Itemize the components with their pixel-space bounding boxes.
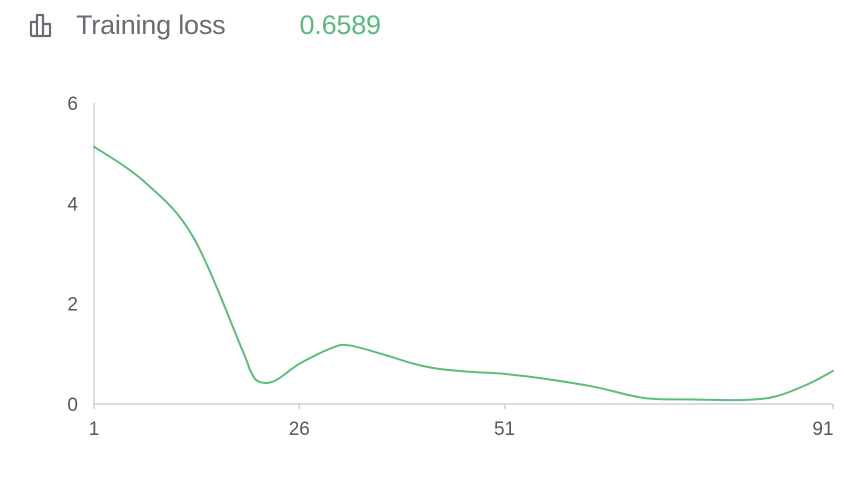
x-tick-label: 51: [494, 419, 515, 440]
chart-title: Training loss: [76, 9, 226, 40]
chart-ticks: 0 2 4 6 1 26 51 91: [67, 94, 834, 440]
y-tick-label: 4: [67, 194, 78, 215]
y-tick-label: 2: [67, 295, 78, 316]
y-tick-label: 0: [67, 395, 78, 416]
training-loss-series-line: [93, 145, 834, 402]
x-tick-label: 1: [89, 419, 100, 440]
chart-header: Training loss 0.6589: [28, 8, 381, 42]
y-tick-label: 6: [67, 94, 78, 115]
bar-chart-icon: [29, 13, 52, 38]
x-tick-label: 26: [289, 419, 310, 440]
current-loss-value: 0.6589: [299, 9, 381, 40]
chart-lines: [93, 145, 834, 402]
chart-axes: [93, 103, 833, 405]
x-tick-label: 91: [812, 419, 833, 440]
